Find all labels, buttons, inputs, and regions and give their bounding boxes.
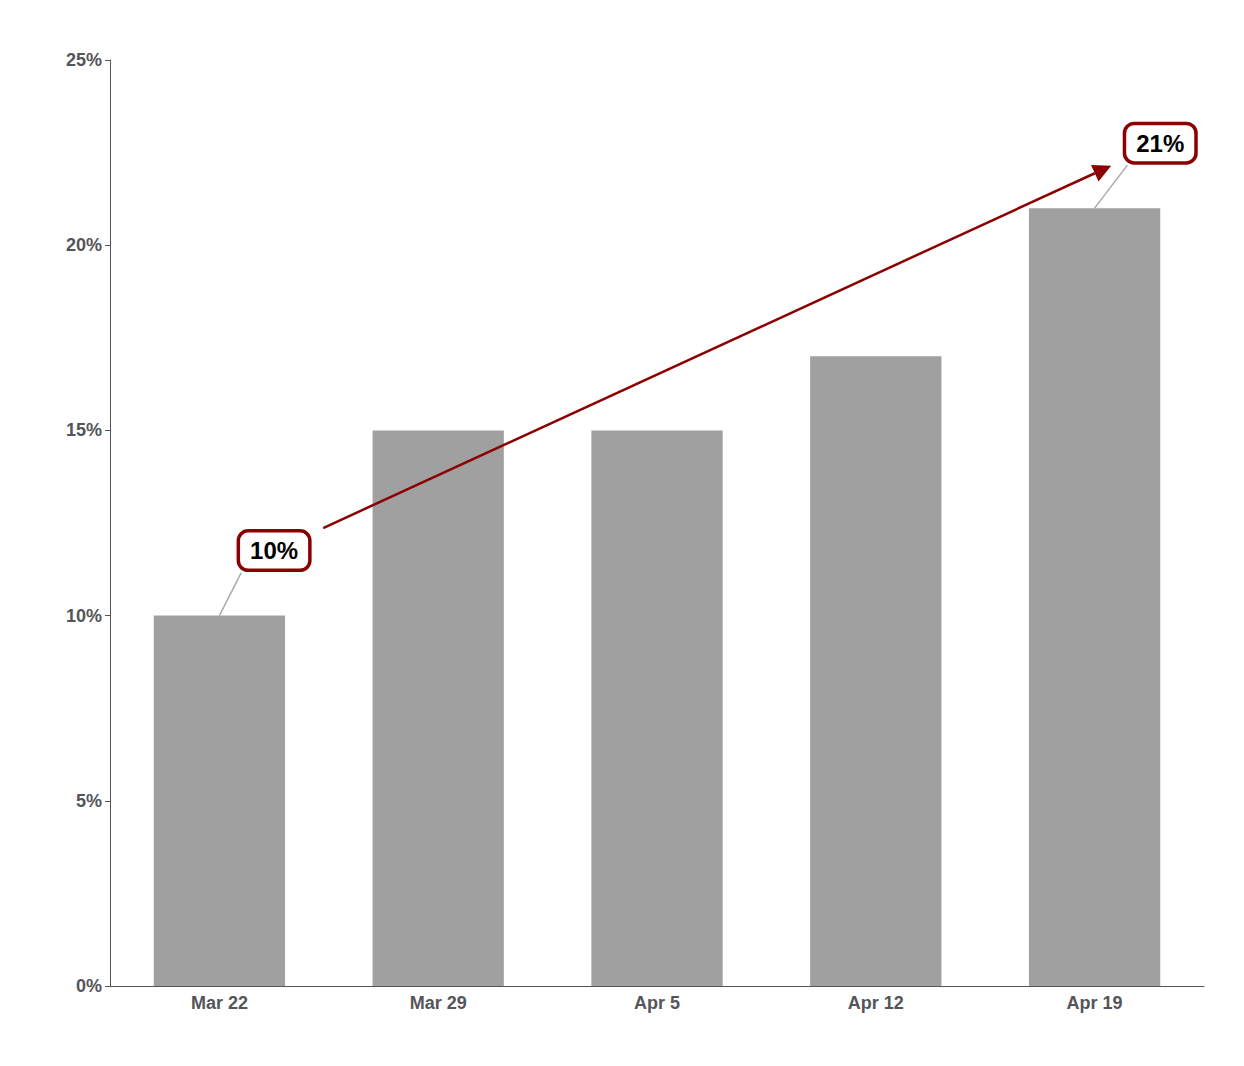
svg-text:5%: 5% <box>76 791 102 811</box>
svg-text:15%: 15% <box>66 420 102 440</box>
svg-text:25%: 25% <box>66 50 102 70</box>
svg-text:20%: 20% <box>66 235 102 255</box>
svg-text:21%: 21% <box>1136 130 1184 157</box>
svg-text:10%: 10% <box>66 606 102 626</box>
svg-text:Apr 5: Apr 5 <box>634 993 680 1013</box>
svg-text:Apr 19: Apr 19 <box>1067 993 1123 1013</box>
svg-text:10%: 10% <box>250 537 298 564</box>
svg-text:0%: 0% <box>76 976 102 996</box>
svg-text:Apr 12: Apr 12 <box>848 993 904 1013</box>
svg-text:Mar 22: Mar 22 <box>191 993 248 1013</box>
svg-text:Mar 29: Mar 29 <box>410 993 467 1013</box>
